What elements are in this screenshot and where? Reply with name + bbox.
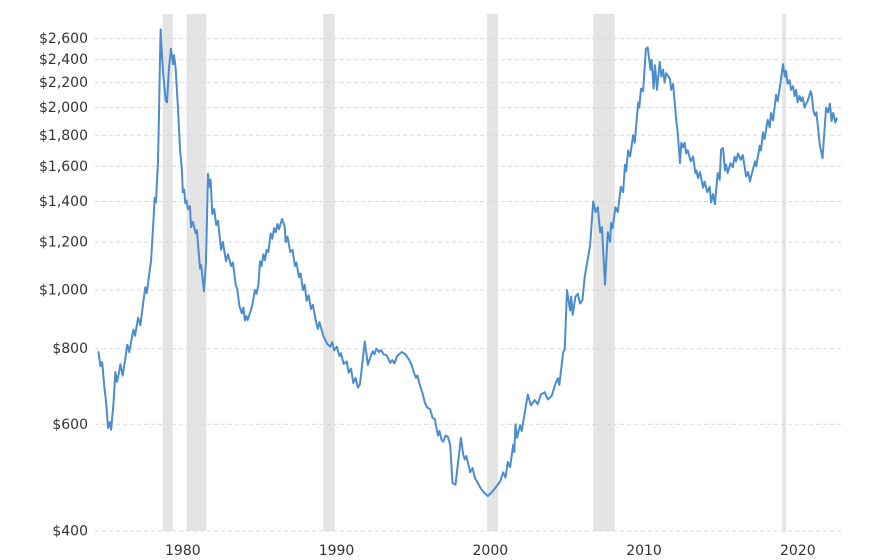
recession-band [487, 14, 498, 531]
recession-band [782, 14, 787, 531]
x-axis-tick-label: 2020 [780, 543, 816, 559]
gridlines-layer [95, 38, 841, 532]
y-axis-tick-label: $800 [52, 341, 88, 357]
y-axis-tick-label: $600 [52, 417, 88, 433]
x-axis-tick-label: 2000 [473, 543, 509, 559]
y-axis-tick-label: $2,600 [39, 31, 88, 47]
y-axis-labels: $2,600 $2,400 $2,200 $2,000 $1,800 $1,600 $1,4… [39, 31, 88, 539]
recession-band [186, 14, 207, 531]
price-line-series [97, 28, 838, 497]
y-axis-tick-label: $1,600 [39, 159, 88, 175]
recession-band [162, 14, 173, 531]
y-axis-tick-label: $1,800 [39, 128, 88, 144]
x-axis-tick-label: 2010 [626, 543, 662, 559]
y-axis-tick-label: $2,400 [39, 52, 88, 68]
recession-bands-layer [162, 14, 787, 531]
y-axis-tick-label: $2,000 [39, 100, 88, 116]
y-axis-tick-label: $400 [52, 524, 88, 540]
y-axis-tick-label: $2,200 [39, 75, 88, 91]
x-axis-labels: 1980 1990 2000 2010 2020 [165, 543, 816, 559]
recession-band [323, 14, 335, 531]
x-axis-tick-label: 1990 [319, 543, 355, 559]
y-axis-tick-label: $1,000 [39, 283, 88, 299]
y-axis-tick-label: $1,400 [39, 194, 88, 210]
y-axis-tick-label: $1,200 [39, 235, 88, 251]
x-axis-tick-label: 1980 [165, 543, 201, 559]
